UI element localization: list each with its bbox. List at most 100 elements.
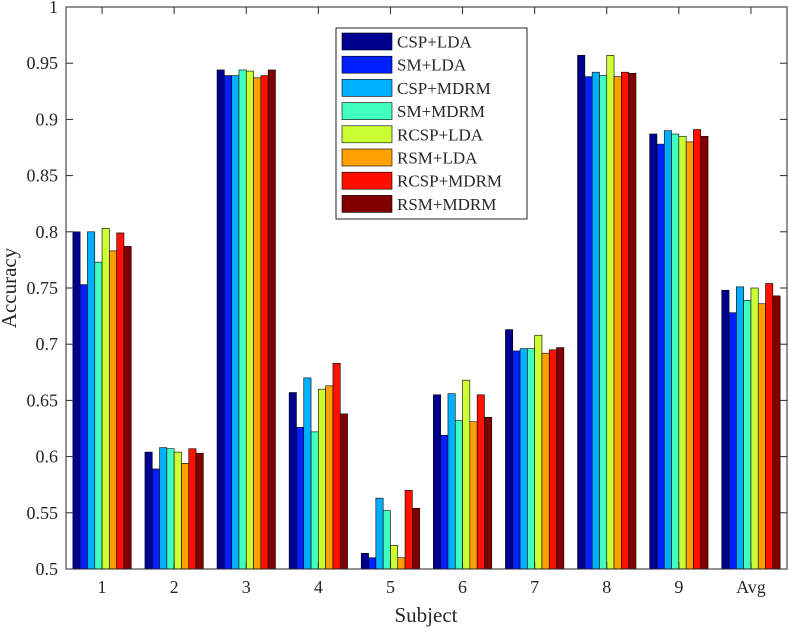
y-tick-label: 0.65 <box>27 390 59 410</box>
bar-csp-mdrm-8 <box>591 71 600 570</box>
bar-csp-lda-avg <box>721 289 730 570</box>
legend-label-sm-mdrm: SM+MDRM <box>397 102 485 121</box>
bar-rsm-mdrm-9 <box>700 135 709 570</box>
bar-sm-mdrm-5 <box>382 510 391 570</box>
bar-csp-lda-1 <box>72 231 81 570</box>
bar-rsm-lda-9 <box>685 141 694 570</box>
bar-rcsp-mdrm-2 <box>188 448 197 570</box>
legend-swatch-sm-mdrm <box>341 102 393 120</box>
ticks-layer <box>66 6 787 570</box>
bar-rsm-lda-7 <box>541 352 550 570</box>
bar-rcsp-mdrm-5 <box>404 490 413 570</box>
bar-sm-lda-5 <box>368 557 377 570</box>
bar-rcsp-lda-8 <box>606 55 615 570</box>
x-tick-label: 1 <box>98 577 107 597</box>
bar-sm-mdrm-8 <box>599 75 608 570</box>
bar-csp-lda-7 <box>505 329 514 570</box>
x-tick-label: 4 <box>314 577 323 597</box>
bar-rcsp-lda-7 <box>534 334 543 570</box>
bar-rsm-lda-8 <box>613 76 622 570</box>
bar-csp-mdrm-2 <box>159 447 168 570</box>
y-tick-label: 0.55 <box>27 503 59 523</box>
bar-rsm-lda-6 <box>469 421 478 570</box>
legend-swatch-sm-lda <box>341 55 393 74</box>
x-tick-label: 8 <box>602 577 611 597</box>
y-tick-label: 0.95 <box>27 53 59 73</box>
bar-sm-lda-8 <box>584 76 593 570</box>
bar-rcsp-lda-3 <box>245 70 254 570</box>
bar-rcsp-mdrm-3 <box>260 75 269 570</box>
bar-csp-lda-3 <box>216 69 225 570</box>
bar-csp-lda-9 <box>649 133 658 570</box>
bar-sm-mdrm-avg <box>743 300 752 570</box>
bar-rsm-lda-avg <box>757 303 766 570</box>
x-axis-label: Subject <box>395 603 458 627</box>
bar-sm-mdrm-3 <box>238 69 247 570</box>
bar-sm-mdrm-7 <box>527 348 535 570</box>
y-tick-label: 0.85 <box>27 166 59 186</box>
bar-rcsp-mdrm-8 <box>621 71 629 570</box>
bar-rcsp-lda-2 <box>173 451 182 570</box>
bar-rsm-mdrm-3 <box>267 69 276 570</box>
legend-label-rsm-lda: RSM+LDA <box>397 149 478 168</box>
legend[interactable]: CSP+LDA SM+LDA CSP+MDRM SM+MDRM RCSP+LDA RSM+… <box>335 27 528 220</box>
bar-sm-mdrm-4 <box>310 431 319 570</box>
bar-rcsp-mdrm-avg <box>765 283 774 570</box>
bar-rcsp-mdrm-6 <box>476 394 485 570</box>
bar-csp-mdrm-avg <box>736 286 744 570</box>
bar-sm-mdrm-2 <box>166 448 175 570</box>
bar-sm-lda-9 <box>656 143 665 570</box>
x-tick-label: 3 <box>242 577 251 597</box>
bar-csp-mdrm-1 <box>87 231 96 570</box>
legend-label-rcsp-lda: RCSP+LDA <box>397 125 484 144</box>
legend-label-sm-lda: SM+LDA <box>397 56 467 75</box>
legend-label-rcsp-mdrm: RCSP+MDRM <box>397 172 502 191</box>
bar-sm-lda-7 <box>512 350 521 570</box>
x-tick-label: 9 <box>674 577 683 597</box>
bar-rcsp-lda-1 <box>101 228 110 570</box>
legend-label-csp-mdrm: CSP+MDRM <box>397 79 491 98</box>
bar-rsm-mdrm-5 <box>412 507 420 570</box>
legend-swatch-rsm-lda <box>341 148 393 167</box>
bar-rsm-mdrm-7 <box>556 347 565 570</box>
y-tick-label: 1 <box>49 0 58 17</box>
bar-rcsp-lda-4 <box>318 388 326 570</box>
legend-swatch-csp-mdrm <box>341 79 393 97</box>
bar-sm-lda-3 <box>224 75 232 570</box>
x-tick-label: 6 <box>458 577 467 597</box>
x-tick-labels: 1 2 3 4 5 6 7 8 9 Avg <box>98 577 766 597</box>
bar-rsm-mdrm-2 <box>195 452 204 570</box>
bar-rsm-lda-1 <box>109 250 117 570</box>
y-tick-label: 0.6 <box>36 447 59 467</box>
bar-rsm-mdrm-4 <box>339 413 348 570</box>
bar-csp-mdrm-6 <box>447 393 456 570</box>
bar-csp-lda-4 <box>288 392 297 570</box>
bar-sm-lda-1 <box>79 284 88 570</box>
y-axis-label: Accuracy <box>0 247 21 328</box>
bar-rcsp-lda-9 <box>678 135 687 570</box>
legend-swatch-rsm-mdrm <box>341 195 393 213</box>
y-tick-label: 0.75 <box>27 278 59 298</box>
bar-sm-lda-2 <box>151 468 160 570</box>
x-tick-label: 7 <box>530 577 539 597</box>
bar-csp-lda-2 <box>144 451 153 570</box>
bar-sm-mdrm-1 <box>94 261 103 570</box>
bar-rcsp-mdrm-7 <box>548 349 557 570</box>
legend-label-rsm-mdrm: RSM+MDRM <box>397 195 496 214</box>
bar-rcsp-lda-avg <box>750 287 759 570</box>
bar-rsm-lda-5 <box>397 557 406 570</box>
bar-rcsp-lda-5 <box>390 545 399 570</box>
bars-layer <box>72 55 781 570</box>
bar-rcsp-mdrm-1 <box>116 232 125 570</box>
y-tick-labels: 0.5 0.55 0.6 0.65 0.7 0.75 0.8 0.85 0.9 0.95 1 <box>27 0 59 579</box>
bar-csp-mdrm-5 <box>375 497 384 570</box>
x-tick-label: 2 <box>170 577 179 597</box>
bar-rsm-lda-3 <box>253 77 262 570</box>
x-tick-label: Avg <box>736 577 766 597</box>
bar-csp-lda-8 <box>577 55 586 570</box>
bar-rsm-mdrm-1 <box>123 246 132 570</box>
bar-rcsp-mdrm-9 <box>693 129 702 570</box>
legend-label-csp-lda: CSP+LDA <box>397 33 472 52</box>
bar-sm-lda-4 <box>296 427 305 570</box>
